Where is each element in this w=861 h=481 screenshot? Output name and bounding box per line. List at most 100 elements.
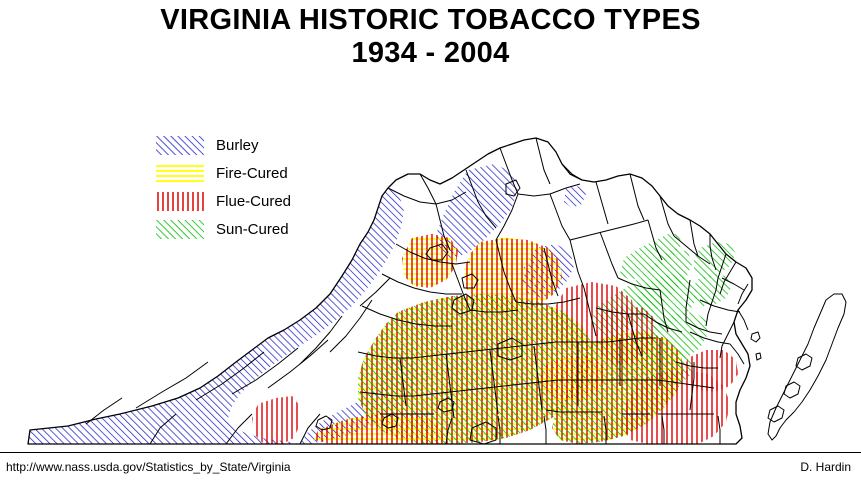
page-title-line-1: VIRGINIA HISTORIC TOBACCO TYPES <box>160 4 701 36</box>
county-line-s-2 <box>359 385 505 397</box>
region-north-central-fire-flue <box>402 234 634 352</box>
county-line-t-2 <box>689 331 731 345</box>
county-line-sw-6 <box>299 315 343 365</box>
county-line-p-2 <box>381 273 462 295</box>
county-line-sw-11 <box>359 277 391 307</box>
county-line-n-16 <box>647 219 663 261</box>
county-line-n-8 <box>595 181 609 225</box>
county-line-s-5 <box>445 353 455 419</box>
flue-north-central-fill <box>464 238 562 312</box>
flue-nw-piedmont-fill <box>402 234 458 288</box>
county-line-n-17 <box>709 234 717 271</box>
legend-label-flue-cured: Flue-Cured <box>216 192 292 210</box>
sun-central-fill <box>358 294 592 444</box>
county-line-p-10 <box>599 231 619 279</box>
county-line-sw-5 <box>85 397 123 425</box>
county-line-n-5 <box>535 137 551 185</box>
enclave-5 <box>497 337 523 361</box>
region-central-piedmont-triple <box>358 294 592 444</box>
burley-valley-tiny-fill <box>564 186 586 208</box>
enclave-2 <box>437 397 455 413</box>
county-line-n-19 <box>673 235 711 265</box>
county-line-n-11 <box>495 193 519 241</box>
legend-item-fire-cured: Fire-Cured <box>156 159 356 187</box>
county-line-p-15 <box>659 289 669 333</box>
sun-rappahannock-fill <box>694 242 736 280</box>
state-outline <box>27 137 753 445</box>
burley-valley-north-fill <box>436 164 518 258</box>
title-block: VIRGINIA HISTORIC TOBACCO TYPES 1934 - 2… <box>0 4 861 70</box>
county-line-n-18 <box>715 253 727 291</box>
enclave-3 <box>469 421 497 445</box>
county-line-s-24 <box>661 415 665 444</box>
county-line-s-11 <box>592 337 656 343</box>
county-line-p-7 <box>569 239 585 289</box>
county-line-s-19 <box>545 409 602 413</box>
county-line-n-4 <box>499 147 519 195</box>
county-line-sw-1 <box>135 361 209 409</box>
region-southern-border-fire <box>314 412 444 444</box>
legend-label-burley: Burley <box>216 136 259 154</box>
county-line-sw-9 <box>225 413 253 445</box>
eastern-shore-outline <box>767 293 847 441</box>
county-line-p-6 <box>543 247 559 297</box>
page-title-line-2: 1934 - 2004 <box>351 37 510 69</box>
county-line-s-10 <box>503 379 594 387</box>
legend-item-flue-cured: Flue-Cured <box>156 187 356 215</box>
enclave-7 <box>425 243 449 261</box>
legend: Burley Fire-Cured <box>156 131 356 243</box>
county-line-p-14 <box>627 313 643 357</box>
county-line-p-19 <box>685 321 723 335</box>
enclave-1 <box>315 415 333 431</box>
county-line-p-16 <box>685 279 691 322</box>
county-line-t-7 <box>737 283 749 305</box>
county-line-p-8 <box>515 297 581 305</box>
county-line-sw-2 <box>195 351 265 401</box>
county-line-sw-8 <box>149 413 177 445</box>
county-line-s-15 <box>689 362 695 411</box>
county-line-p-17 <box>705 289 717 327</box>
county-line-p-1 <box>395 243 471 265</box>
county-line-s-9 <box>501 341 592 349</box>
county-line-s-4 <box>399 357 407 407</box>
legend-swatch-burley <box>156 135 204 155</box>
source-url[interactable]: http://www.nass.usda.gov/Statistics_by_S… <box>6 460 291 474</box>
flue-south-border-fill <box>314 412 444 444</box>
region-rappahannock-flue <box>596 306 656 364</box>
county-line-s-16 <box>657 379 715 389</box>
county-line-p-12 <box>595 307 644 315</box>
county-line-t-3 <box>675 361 718 369</box>
legend-label-sun-cured: Sun-Cured <box>216 220 289 238</box>
region-southeast-flue <box>622 350 738 444</box>
burley-southwest-fill <box>28 188 404 444</box>
sun-northern-neck-fill <box>694 274 732 306</box>
county-line-sw-7 <box>329 299 373 353</box>
county-line-p-5 <box>495 239 517 303</box>
county-line-n-2 <box>419 173 437 205</box>
author-credit: D. Hardin <box>800 460 851 474</box>
legend-item-burley: Burley <box>156 131 356 159</box>
county-line-n-15 <box>689 219 699 257</box>
county-line-n-3 <box>465 169 497 229</box>
county-line-n-20 <box>719 261 737 295</box>
flue-east-pocket-fill <box>540 356 606 400</box>
county-line-n-9 <box>629 173 645 221</box>
county-line-p-9 <box>469 309 519 313</box>
county-line-s-6 <box>489 349 499 415</box>
county-line-n-12 <box>569 219 649 241</box>
county-line-n-14 <box>659 195 675 237</box>
county-outline-group <box>27 137 847 445</box>
flue-southwest-fill <box>252 396 300 444</box>
county-line-sw-10 <box>299 413 321 445</box>
virginia-map <box>0 62 861 447</box>
legend-label-fire-cured: Fire-Cured <box>216 164 288 182</box>
flue-southeast-fill-2 <box>684 350 738 392</box>
eastern-shore-island-1 <box>795 353 813 371</box>
eastern-shore-island-4 <box>750 331 761 343</box>
footer-divider <box>0 452 861 453</box>
county-line-p-4 <box>451 263 471 311</box>
eastern-shore-island-3 <box>767 405 785 423</box>
county-fill-group <box>28 164 738 444</box>
county-line-t-4 <box>737 309 749 331</box>
